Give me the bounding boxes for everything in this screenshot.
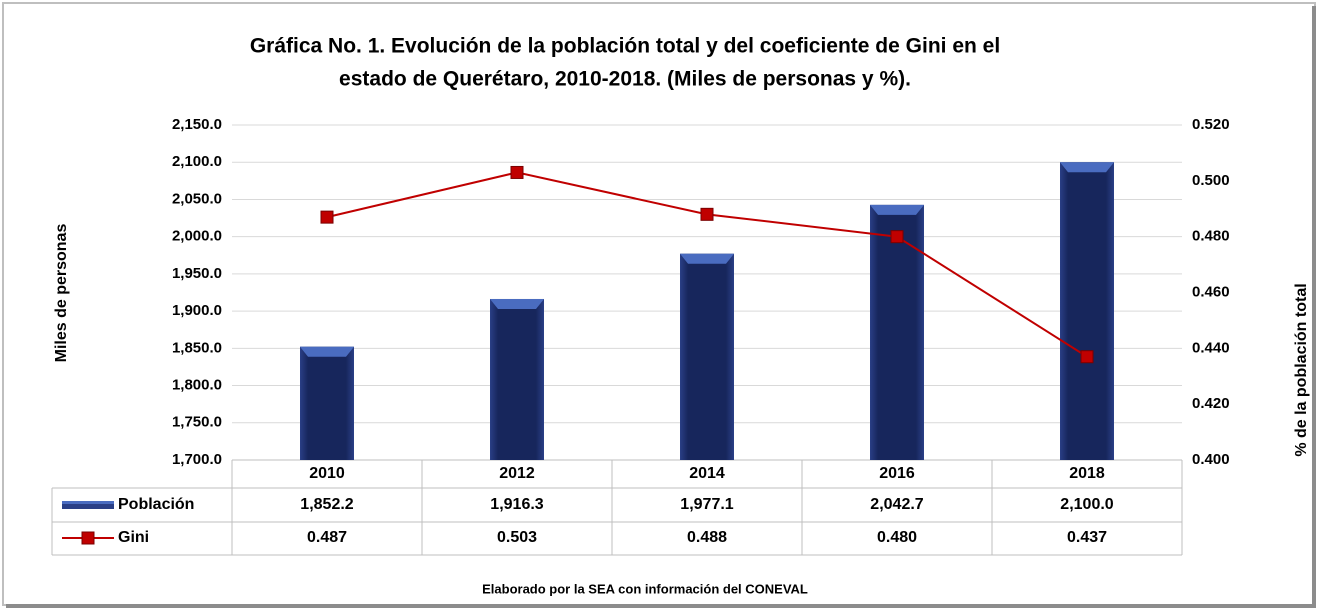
bar — [1060, 162, 1114, 460]
y-axis-label: Miles de personas — [53, 224, 70, 363]
table-value: 0.480 — [877, 529, 917, 546]
bar-cap — [1060, 162, 1114, 173]
legend-swatch — [62, 501, 114, 509]
table-value: 0.488 — [687, 529, 727, 546]
x-tick-label: 2010 — [309, 465, 345, 482]
bar — [490, 298, 544, 460]
y-tick-label: 1,900.0 — [172, 302, 222, 319]
x-tick-label: 2014 — [689, 465, 725, 482]
bar — [300, 346, 354, 460]
table-value: 0.437 — [1067, 529, 1107, 546]
bar-cap — [870, 204, 924, 215]
y-tick-label: 1,850.0 — [172, 339, 222, 356]
legend-label: Gini — [118, 529, 149, 546]
y-tick-label: 1,700.0 — [172, 451, 222, 468]
marker — [510, 165, 524, 179]
legend-label: Población — [118, 496, 194, 513]
table-value: 1,977.1 — [680, 496, 733, 513]
table-value: 0.503 — [497, 529, 537, 546]
bar-cap — [300, 346, 354, 357]
marker — [890, 230, 904, 244]
chart-title: Gráfica No. 1. Evolución de la población… — [250, 35, 1000, 58]
marker — [320, 210, 334, 224]
y-tick-label: 2,150.0 — [172, 116, 222, 133]
y-tick-label: 2,000.0 — [172, 228, 222, 245]
marker — [700, 207, 714, 221]
chart-title: estado de Querétaro, 2010-2018. (Miles d… — [339, 68, 911, 91]
table-value: 0.487 — [307, 529, 347, 546]
y2-tick-label: 0.420 — [1192, 395, 1230, 412]
y-tick-label: 1,950.0 — [172, 265, 222, 282]
marker — [1080, 350, 1094, 364]
y-tick-label: 1,800.0 — [172, 377, 222, 394]
y2-tick-label: 0.460 — [1192, 283, 1230, 300]
y-tick-label: 2,100.0 — [172, 153, 222, 170]
y2-axis-label: % de la población total — [1293, 283, 1310, 456]
table-value: 1,916.3 — [490, 496, 543, 513]
y2-tick-label: 0.500 — [1192, 172, 1230, 189]
source-note: Elaborado por la SEA con información del… — [482, 581, 808, 596]
y-tick-label: 1,750.0 — [172, 414, 222, 431]
table-value: 2,042.7 — [870, 496, 923, 513]
bar-cap — [490, 298, 544, 309]
y2-tick-label: 0.520 — [1192, 116, 1230, 133]
data-table-grid — [51, 459, 1183, 556]
table-value: 1,852.2 — [300, 496, 353, 513]
x-tick-label: 2018 — [1069, 465, 1105, 482]
legend-swatch-cap — [62, 501, 114, 504]
legend-marker — [81, 531, 95, 545]
y-tick-label: 2,050.0 — [172, 190, 222, 207]
bar — [680, 253, 734, 460]
bar-cap — [680, 253, 734, 264]
y2-tick-label: 0.480 — [1192, 228, 1230, 245]
y2-tick-label: 0.400 — [1192, 451, 1230, 468]
x-tick-label: 2016 — [879, 465, 915, 482]
x-tick-label: 2012 — [499, 465, 535, 482]
y2-tick-label: 0.440 — [1192, 339, 1230, 356]
frame-shadow — [6, 6, 1316, 608]
table-value: 2,100.0 — [1060, 496, 1113, 513]
